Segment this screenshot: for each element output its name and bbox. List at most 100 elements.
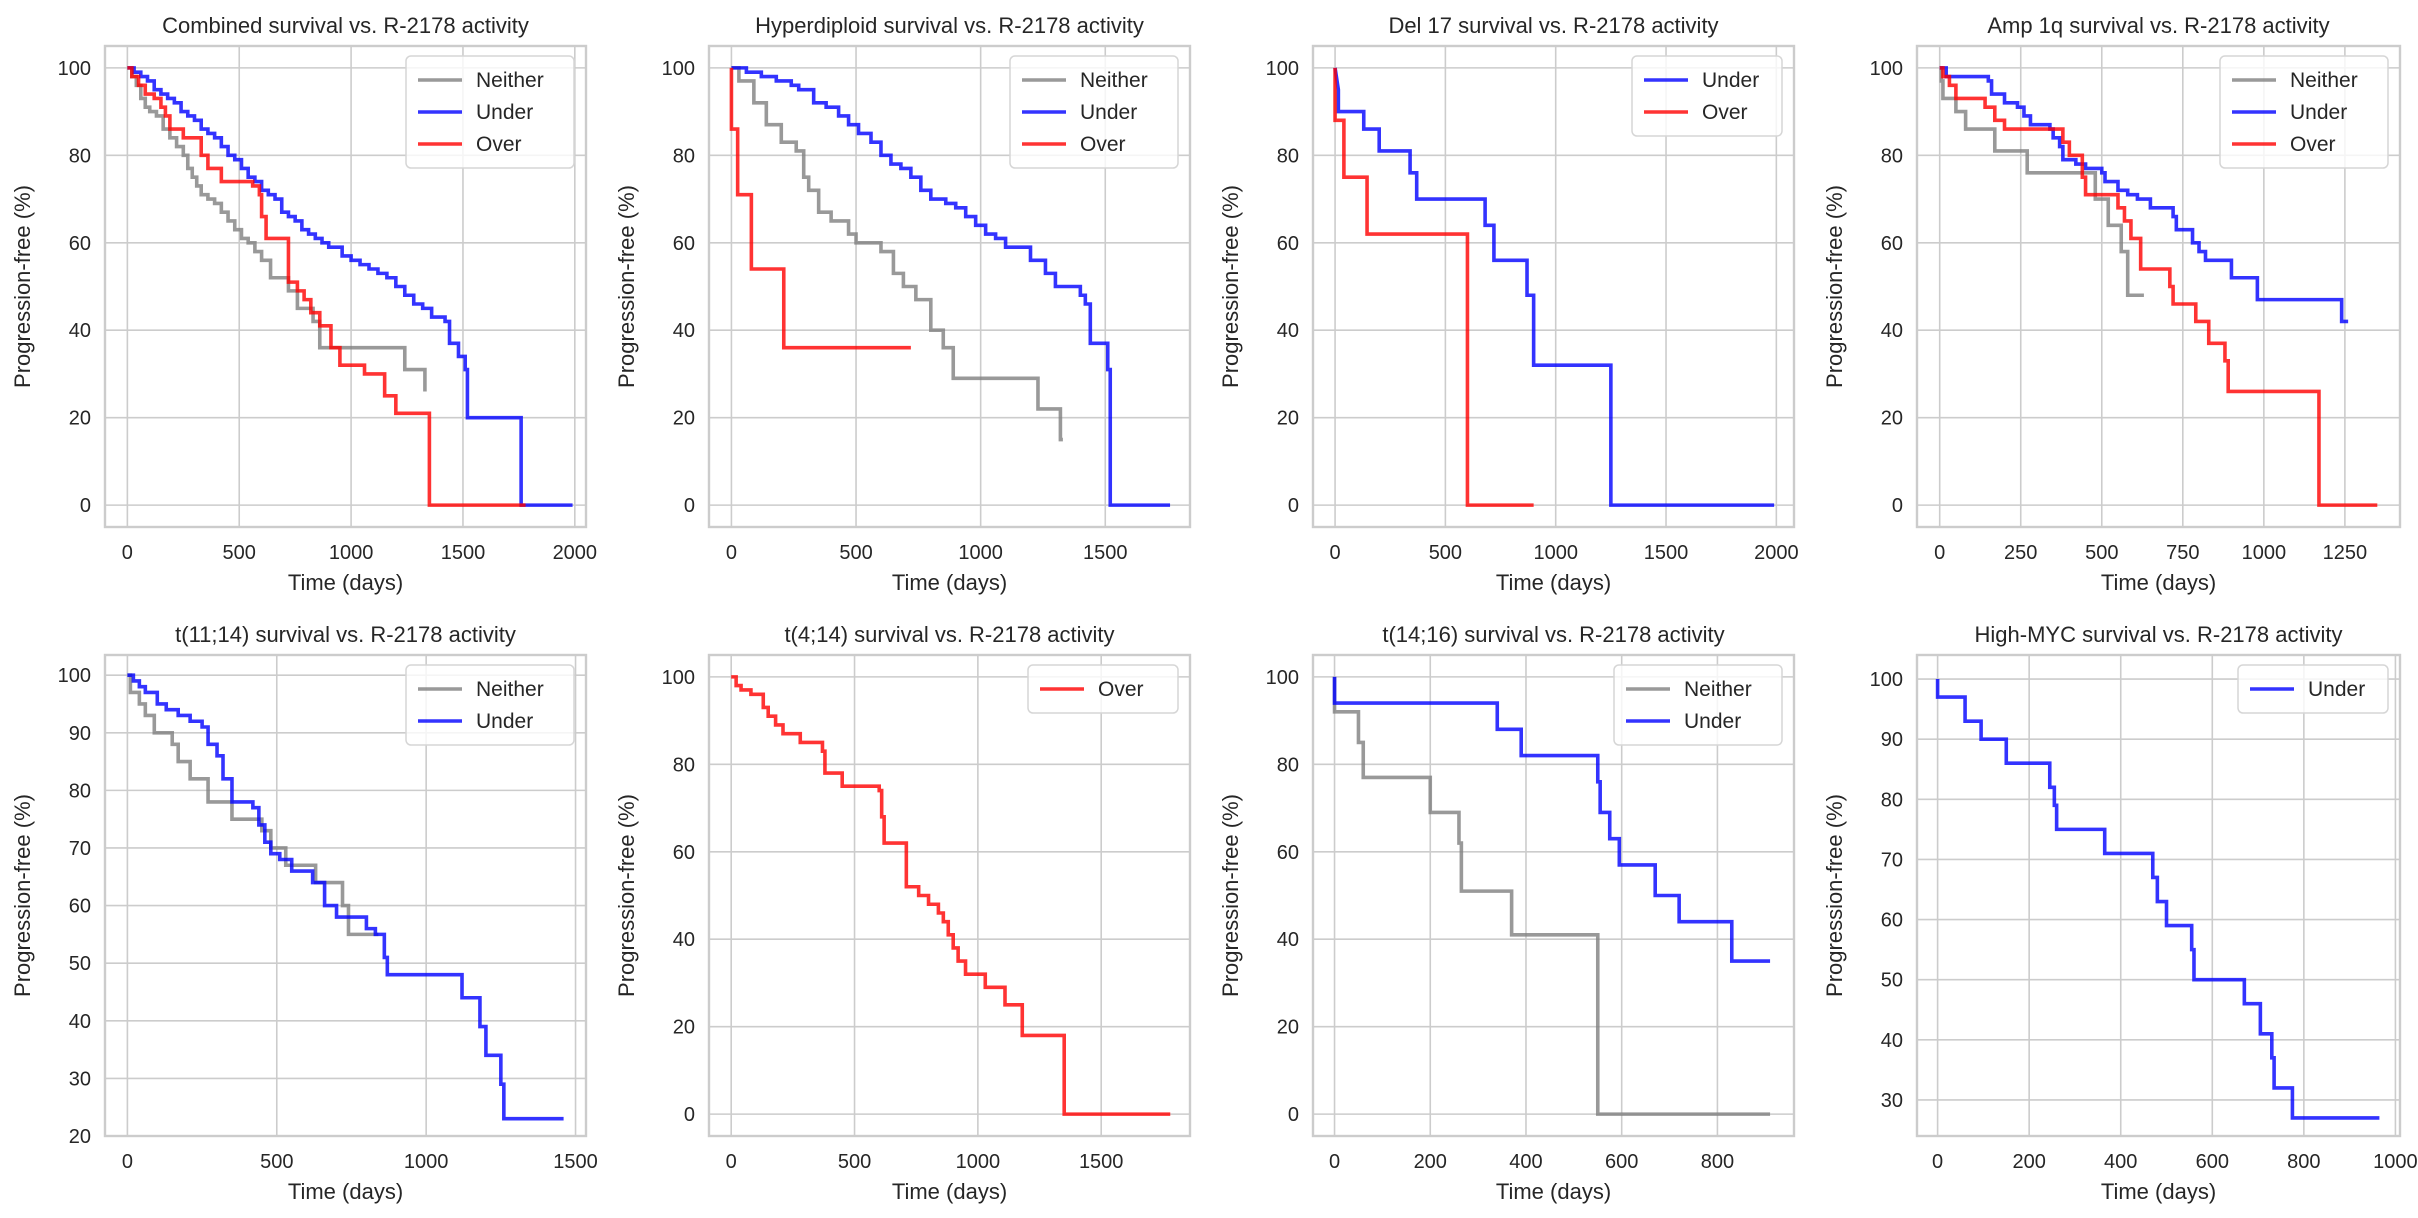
curves: [729, 66, 1171, 507]
series-line-under: [731, 66, 1171, 507]
series-line-under: [1939, 66, 2349, 324]
chart-panel-combined: Combined survival vs. R-2178 activity 0 50…: [10, 13, 598, 595]
legend-label-under: Under: [1684, 710, 1741, 733]
y-axis-label: Progression-free (%): [1218, 185, 1243, 388]
x-tick-label: 200: [1414, 1151, 1447, 1173]
x-tick-label: 500: [839, 542, 872, 564]
y-tick-label: 80: [69, 145, 91, 167]
curves: [1332, 676, 1771, 1116]
y-tick-label: 90: [1881, 729, 1903, 751]
x-tick-label: 1000: [329, 542, 374, 564]
y-tick-label: 60: [1277, 842, 1299, 864]
y-tick-label: 0: [1288, 495, 1299, 517]
y-tick-label: 40: [69, 1011, 91, 1033]
x-tick-label: 500: [1429, 542, 1462, 564]
x-tick-label: 400: [2104, 1151, 2137, 1173]
chart-title: Del 17 survival vs. R-2178 activity: [1388, 13, 1718, 38]
y-tick-label: 70: [69, 838, 91, 860]
y-axis-label: Progression-free (%): [1218, 794, 1243, 997]
y-axis-label: Progression-free (%): [1822, 185, 1847, 388]
x-axis-label: Time (days): [1496, 570, 1611, 595]
chart-title: t(14;16) survival vs. R-2178 activity: [1382, 622, 1724, 647]
legend-label-over: Over: [1080, 133, 1126, 156]
series-line-under: [1935, 679, 2380, 1120]
legend-label-over: Over: [2290, 133, 2336, 156]
x-tick-label: 1500: [1079, 1151, 1124, 1173]
x-tick-label: 500: [223, 542, 256, 564]
legend-label-under: Under: [476, 710, 533, 733]
chart-panel-high-myc: High-MYC survival vs. R-2178 activity 0 20…: [1822, 622, 2418, 1204]
legend-label-over: Over: [1702, 101, 1748, 124]
series-line-over: [731, 675, 1171, 1116]
legend: Neither Under: [405, 664, 575, 746]
x-tick-label: 2000: [1754, 542, 1799, 564]
legend-label-under: Under: [2290, 101, 2347, 124]
y-tick-label: 80: [673, 145, 695, 167]
x-tick-label: 1500: [1083, 542, 1128, 564]
legend-label-over: Over: [476, 133, 522, 156]
gridlines: [709, 655, 1190, 1136]
y-axis-label: Progression-free (%): [614, 185, 639, 388]
y-tick-label: 60: [69, 233, 91, 255]
series-line-over: [1333, 67, 1534, 507]
series-line-over: [729, 67, 911, 350]
y-tick-label: 30: [1881, 1090, 1903, 1112]
curves: [1935, 679, 2380, 1120]
legend-label-under: Under: [1702, 69, 1759, 92]
y-tick-label: 20: [69, 1126, 91, 1148]
axes-frame: [707, 44, 1192, 529]
axes-frame: [1915, 653, 2402, 1138]
x-axis-label: Time (days): [288, 570, 403, 595]
curves: [127, 66, 573, 507]
x-tick-label: 0: [1932, 1151, 1943, 1173]
y-axis-label: Progression-free (%): [10, 185, 35, 388]
chart-title: Combined survival vs. R-2178 activity: [162, 13, 529, 38]
legend-label-neither: Neither: [476, 69, 544, 92]
legend-label-under: Under: [2308, 678, 2365, 701]
x-axis-label: Time (days): [1496, 1179, 1611, 1204]
x-tick-label: 0: [1329, 1151, 1340, 1173]
legend: Under Over: [1631, 55, 1783, 137]
chart-title: t(4;14) survival vs. R-2178 activity: [784, 622, 1114, 647]
y-tick-label: 100: [58, 665, 91, 687]
legend-label-under: Under: [1080, 101, 1137, 124]
x-tick-label: 250: [2004, 542, 2037, 564]
curves: [1939, 66, 2378, 507]
y-tick-label: 100: [1870, 669, 1903, 691]
y-tick-label: 0: [80, 495, 91, 517]
legend-label-neither: Neither: [1080, 69, 1148, 92]
y-tick-label: 50: [1881, 970, 1903, 992]
y-tick-label: 30: [69, 1068, 91, 1090]
x-axis-label: Time (days): [288, 1179, 403, 1204]
x-tick-label: 200: [2012, 1151, 2045, 1173]
x-tick-label: 2000: [553, 542, 598, 564]
chart-title: Hyperdiploid survival vs. R-2178 activit…: [755, 13, 1144, 38]
x-tick-label: 1000: [1533, 542, 1578, 564]
legend: Neither Under: [1613, 664, 1783, 746]
y-tick-label: 80: [1881, 789, 1903, 811]
x-tick-label: 400: [1509, 1151, 1542, 1173]
axes-frame: [1915, 44, 2402, 529]
y-tick-label: 50: [69, 953, 91, 975]
legend-label-under: Under: [476, 101, 533, 124]
y-tick-label: 60: [1881, 910, 1903, 932]
x-tick-label: 0: [726, 1151, 737, 1173]
x-tick-label: 800: [2287, 1151, 2320, 1173]
legend: Neither Under Over: [2219, 55, 2389, 169]
y-tick-label: 0: [684, 1104, 695, 1126]
y-tick-label: 70: [1881, 849, 1903, 871]
y-tick-label: 20: [673, 1017, 695, 1039]
x-tick-label: 500: [2085, 542, 2118, 564]
y-tick-label: 40: [1881, 1030, 1903, 1052]
y-tick-label: 80: [1881, 145, 1903, 167]
legend: Under: [2237, 664, 2389, 714]
y-tick-label: 40: [1881, 320, 1903, 342]
y-tick-label: 60: [673, 842, 695, 864]
y-tick-label: 60: [1277, 233, 1299, 255]
x-axis-label: Time (days): [892, 1179, 1007, 1204]
y-axis-label: Progression-free (%): [614, 794, 639, 997]
series-line-neither: [1939, 66, 2144, 298]
series-line-neither: [731, 66, 1063, 442]
x-tick-label: 750: [2166, 542, 2199, 564]
legend-box: [2237, 664, 2389, 714]
